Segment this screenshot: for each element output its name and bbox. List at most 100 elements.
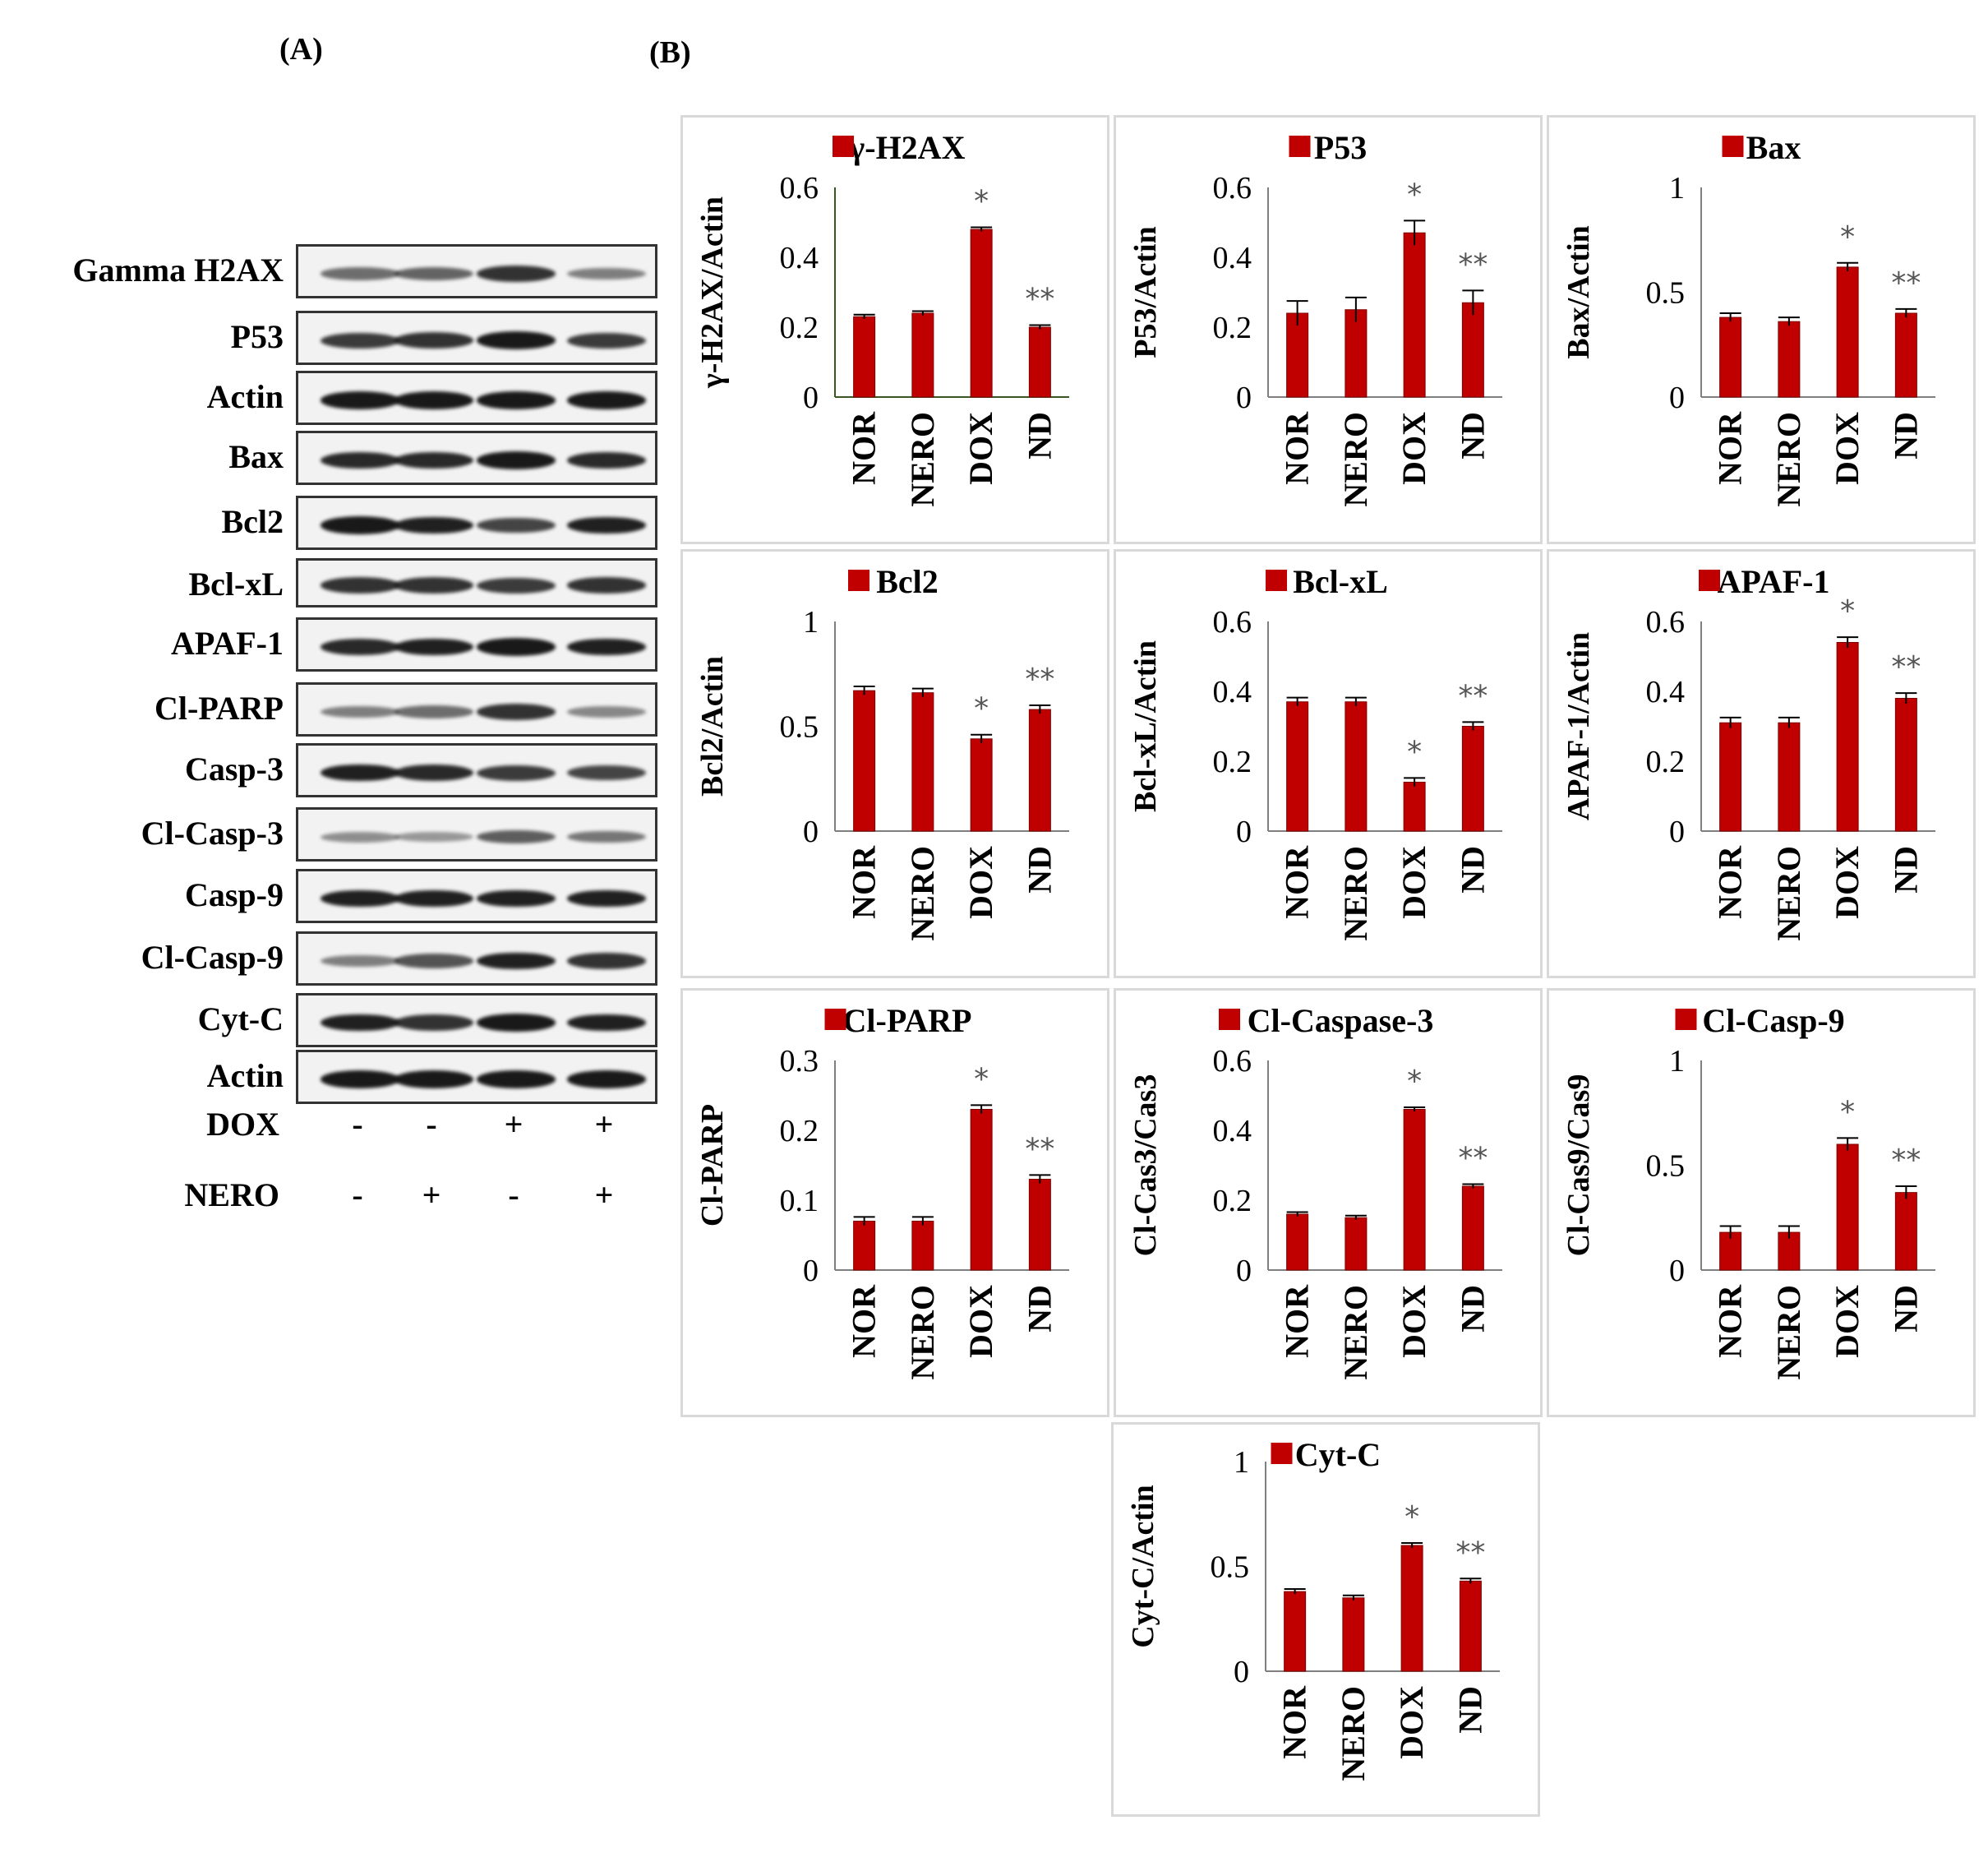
blot-band <box>477 638 556 656</box>
bar <box>970 738 993 832</box>
x-tick-label: NOR <box>1712 845 1749 919</box>
x-tick-label: NOR <box>846 1284 883 1358</box>
blot-band <box>321 267 399 280</box>
x-tick-label: DOX <box>1829 846 1866 919</box>
y-tick-label: 0.6 <box>1646 605 1686 640</box>
panel-b-label: (B) <box>649 35 691 70</box>
chart-panel: Cl-Casp-9 Cl-Cas9/Cas9 0 0.5 1 NOR NERO * DOX ** N… <box>1547 988 1976 1417</box>
significance-marker: * <box>974 1062 989 1096</box>
blot-band <box>394 391 473 409</box>
blot-band <box>567 889 646 908</box>
y-tick-label: 1 <box>803 605 819 640</box>
chart-title-group: APAF-1 <box>1699 563 1830 600</box>
blot-label: Casp-3 <box>184 751 284 788</box>
blot-band <box>394 267 473 280</box>
x-tick-label: ND <box>1887 412 1924 460</box>
significance-marker: * <box>1840 220 1855 254</box>
legend-swatch <box>1722 136 1744 157</box>
y-tick-label: 1 <box>1669 171 1685 206</box>
blot-band <box>394 889 473 908</box>
panel-a-label: (A) <box>279 32 323 67</box>
chart-title-group: Bcl2 <box>848 563 939 600</box>
y-tick-label: 0.2 <box>1213 745 1252 779</box>
blot-band <box>394 764 473 782</box>
x-tick-label: ND <box>1451 1686 1488 1734</box>
blot-band <box>321 764 399 782</box>
significance-marker: * <box>974 184 989 218</box>
blot-strip <box>296 743 657 797</box>
chart-title-group: Cl-Caspase-3 <box>1219 1002 1433 1039</box>
y-axis-label: Bcl-xL/Actin <box>1128 640 1163 812</box>
blot-strip <box>296 931 657 986</box>
y-axis-label: γ-H2AX/Actin <box>695 196 730 389</box>
significance-marker: * <box>1407 178 1422 211</box>
chart-svg: Bcl2 Bcl2/Actin 0 0.5 1 NOR NERO * DOX ** ND <box>695 563 1069 941</box>
blot-band <box>394 1070 473 1088</box>
chart-panel: Bax Bax/Actin 0 0.5 1 NOR NERO * DOX ** ND <box>1547 115 1976 544</box>
y-tick-label: 0.5 <box>780 710 819 745</box>
y-tick-label: 0.2 <box>1213 1184 1252 1218</box>
chart-panel: Bcl-xL Bcl-xL/Actin 0 0.2 0.4 0.6 NOR NERO * DOX *… <box>1114 549 1543 978</box>
blot-strip <box>296 371 657 425</box>
bar <box>1719 316 1742 398</box>
blot-label: Bax <box>228 438 284 475</box>
significance-marker: ** <box>1025 663 1054 696</box>
legend-swatch <box>833 136 854 157</box>
y-tick-label: 0.4 <box>780 241 819 275</box>
x-tick-label: DOX <box>1829 1285 1866 1358</box>
bar <box>1719 722 1742 832</box>
blot-label: Gamma H2AX <box>72 252 284 289</box>
significance-marker: * <box>1405 1500 1419 1534</box>
bar <box>1028 326 1051 398</box>
bar <box>911 692 934 832</box>
y-tick-label: 0.2 <box>1213 311 1252 345</box>
blot-band <box>477 1070 556 1088</box>
blot-strip <box>296 617 657 672</box>
y-tick-label: 1 <box>1234 1445 1249 1480</box>
blot-band <box>321 1070 399 1088</box>
y-tick-label: 0 <box>803 1254 819 1288</box>
x-tick-label: ND <box>1454 412 1491 460</box>
chart-panel: Cyt-C Cyt-C/Actin 0 0.5 1 NOR NERO * DOX ** ND <box>1111 1422 1540 1817</box>
y-tick-label: 0 <box>1669 815 1685 849</box>
bar <box>1894 1192 1917 1271</box>
x-tick-label: DOX <box>1395 412 1432 485</box>
y-tick-label: 0 <box>1669 381 1685 415</box>
bar <box>911 1221 934 1271</box>
blot-label: Bcl2 <box>221 503 284 540</box>
chart-title: Cyt-C <box>1295 1436 1381 1473</box>
chart-panel: γ-H2AX γ-H2AX/Actin 0 0.2 0.4 0.6 NOR NERO * DOX *… <box>680 115 1109 544</box>
legend-swatch <box>1289 136 1311 157</box>
blot-strip <box>296 682 657 737</box>
significance-marker: ** <box>1891 650 1921 684</box>
blot-label: Cl-PARP <box>155 690 284 727</box>
blot-label: Cl-Casp-3 <box>141 815 284 852</box>
blot-strip <box>296 311 657 365</box>
chart-title-group: P53 <box>1289 129 1367 166</box>
blot-band <box>567 267 646 280</box>
bar <box>970 229 993 398</box>
y-tick-label: 0.5 <box>1211 1550 1250 1585</box>
significance-marker: ** <box>1458 247 1488 281</box>
y-tick-label: 0.6 <box>1213 1044 1252 1079</box>
y-tick-label: 0 <box>1234 1655 1249 1689</box>
bar <box>1778 722 1801 832</box>
bar <box>1459 1580 1482 1672</box>
blot-band <box>321 831 399 843</box>
blot-strip <box>296 807 657 862</box>
bar <box>1345 309 1368 398</box>
y-tick-label: 0.2 <box>780 311 819 345</box>
blot-strip <box>296 1050 657 1104</box>
blot-band <box>394 705 473 718</box>
blot-band <box>477 1014 556 1032</box>
treatment-sign: - <box>352 1176 363 1213</box>
y-tick-label: 0.4 <box>1213 1114 1252 1148</box>
blot-band <box>477 266 556 282</box>
y-axis-label: Bax/Actin <box>1561 225 1596 359</box>
y-tick-label: 0 <box>803 815 819 849</box>
x-tick-label: NOR <box>1279 411 1316 485</box>
chart-title: Cl-Casp-9 <box>1702 1002 1844 1039</box>
blot-band <box>477 765 556 781</box>
blot-band <box>477 952 556 970</box>
y-tick-label: 0.4 <box>1646 675 1686 709</box>
